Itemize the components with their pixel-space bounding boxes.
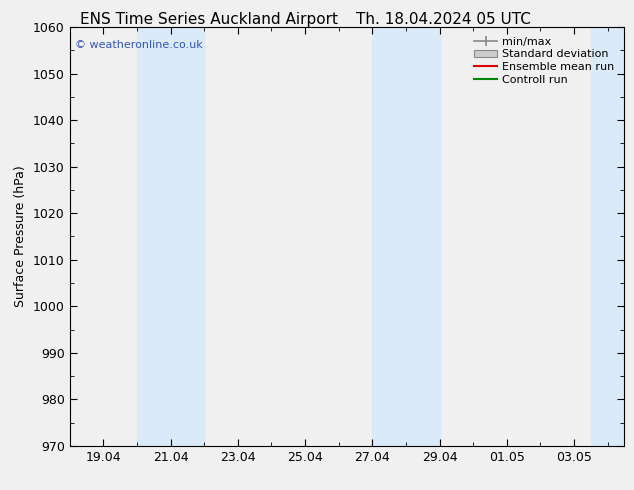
Bar <box>591 27 624 446</box>
Text: © weatheronline.co.uk: © weatheronline.co.uk <box>75 40 203 49</box>
Y-axis label: Surface Pressure (hPa): Surface Pressure (hPa) <box>15 166 27 307</box>
Legend: min/max, Standard deviation, Ensemble mean run, Controll run: min/max, Standard deviation, Ensemble me… <box>471 33 618 88</box>
Bar <box>372 27 439 446</box>
Text: Th. 18.04.2024 05 UTC: Th. 18.04.2024 05 UTC <box>356 12 531 27</box>
Bar <box>137 27 204 446</box>
Text: ENS Time Series Auckland Airport: ENS Time Series Auckland Airport <box>81 12 338 27</box>
